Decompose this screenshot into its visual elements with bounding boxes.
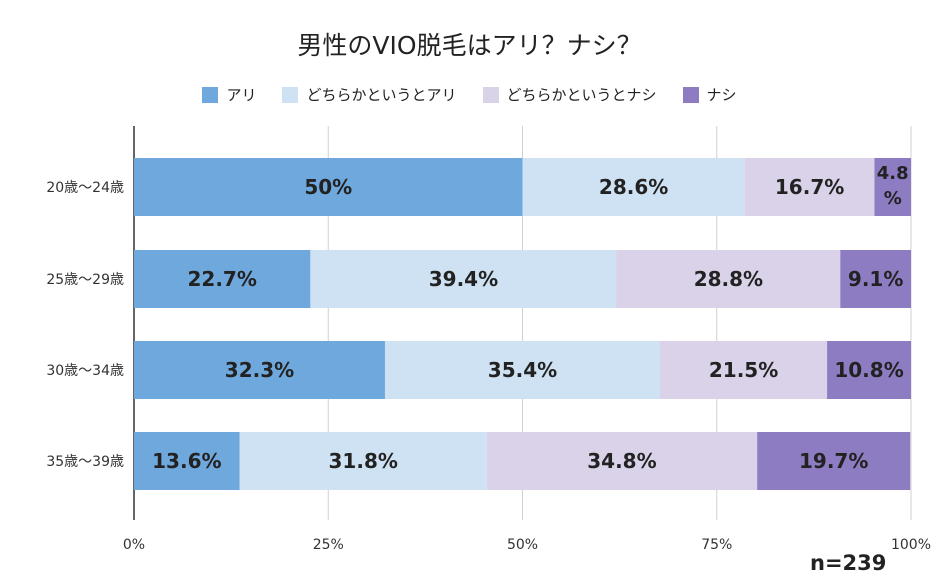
bar-3-2 [486, 432, 758, 490]
data-label-1-3: 9.1% [848, 267, 903, 291]
chart-legend: アリ どちらかというとアリ どちらかというとナシ ナシ [0, 84, 939, 105]
data-label-0-1: 28.6% [599, 175, 668, 199]
legend-swatch-1 [282, 86, 299, 103]
bar-0-0 [134, 158, 523, 216]
bar-0-3 [874, 158, 911, 216]
category-label-1: 25歳～29歳 [46, 272, 124, 288]
sample-size-note: n=239 [810, 551, 887, 575]
bar-2-0 [134, 341, 385, 399]
bar-1-0 [134, 250, 311, 308]
bar-2-1 [384, 341, 661, 399]
data-label-2-0: 32.3% [225, 358, 294, 382]
data-label-0-3: 4.8% [877, 163, 909, 209]
chart-title: 男性のVIO脱毛はアリ？ナシ？ [297, 31, 642, 60]
legend-item-2: どちらかというとナシ [482, 84, 657, 105]
legend-label-2: どちらかというとナシ [506, 86, 657, 104]
bar-1-2 [616, 250, 841, 308]
legend-swatch-0 [202, 86, 219, 103]
legend-label-1: どちらかというとアリ [306, 86, 457, 104]
category-label-3: 35歳～39歳 [46, 454, 124, 470]
data-label-1-1: 39.4% [429, 267, 498, 291]
x-tick-label-1: 25% [313, 537, 344, 553]
data-label-0-0: 50% [304, 175, 352, 199]
bar-3-1 [239, 432, 487, 490]
data-label-3-2: 34.8% [587, 449, 656, 473]
x-tick-label-4: 100% [891, 537, 931, 553]
legend-item-3: ナシ [682, 84, 737, 105]
legend-item-1: どちらかというとアリ [282, 84, 457, 105]
data-label-0-2: 16.7% [775, 175, 844, 199]
legend-swatch-2 [482, 86, 499, 103]
x-tick-label-0: 0% [123, 537, 145, 553]
data-label-2-3: 10.8% [834, 358, 903, 382]
bar-3-0 [134, 432, 240, 490]
bar-2-3 [827, 341, 911, 399]
data-label-1-0: 22.7% [187, 267, 256, 291]
category-label-2: 30歳～34歳 [46, 363, 124, 379]
legend-label-0: アリ [226, 86, 257, 104]
bar-2-2 [660, 341, 828, 399]
data-label-2-2: 21.5% [709, 358, 778, 382]
x-tick-label-2: 50% [507, 537, 538, 553]
category-label-0: 20歳～24歳 [46, 180, 124, 196]
bar-1-3 [840, 250, 911, 308]
bar-1-1 [310, 250, 617, 308]
x-tick-label-3: 75% [701, 537, 732, 553]
data-label-1-2: 28.8% [694, 267, 763, 291]
data-label-3-1: 31.8% [329, 449, 398, 473]
bar-0-2 [744, 158, 875, 216]
bar-0-1 [522, 158, 745, 216]
legend-label-3: ナシ [706, 86, 737, 104]
data-label-2-1: 35.4% [488, 358, 557, 382]
legend-swatch-3 [682, 86, 699, 103]
data-label-3-0: 13.6% [152, 449, 221, 473]
bar-3-3 [757, 432, 911, 490]
data-label-3-3: 19.7% [799, 449, 868, 473]
legend-item-0: アリ [202, 84, 256, 105]
